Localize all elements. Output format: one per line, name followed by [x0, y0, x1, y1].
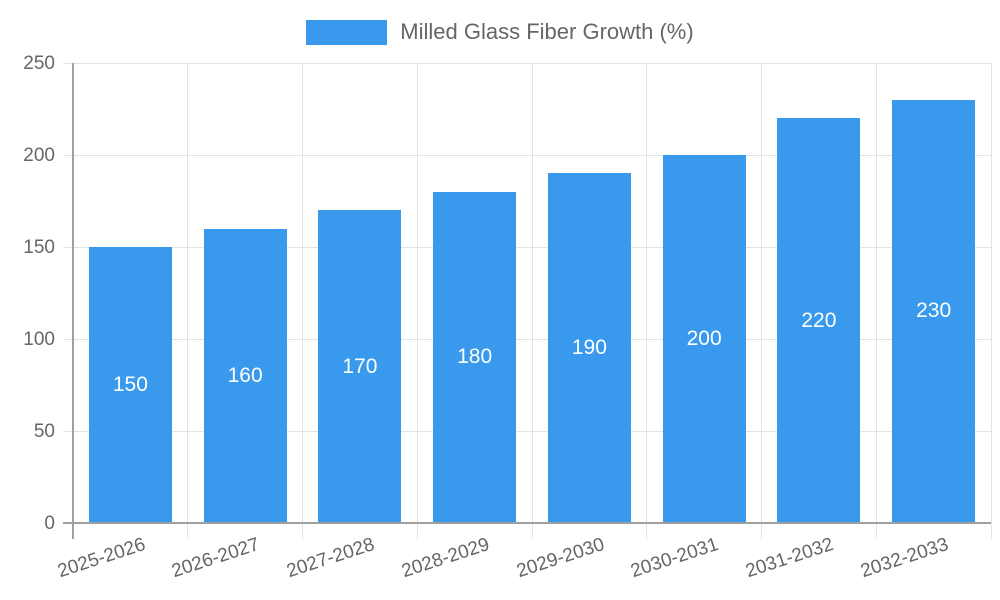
x-gridline: [531, 63, 533, 539]
legend-swatch: [306, 19, 388, 45]
y-gridline: [63, 430, 991, 432]
x-gridline: [990, 63, 992, 539]
bar[interactable]: [777, 118, 861, 523]
x-tick-label: 2028-2029: [398, 534, 492, 583]
bar[interactable]: [662, 155, 746, 523]
y-gridline: [63, 154, 991, 156]
bar[interactable]: [203, 228, 287, 523]
legend-label: Milled Glass Fiber Growth (%): [400, 19, 694, 44]
y-tick-label: 100: [23, 328, 55, 350]
bar[interactable]: [892, 99, 976, 523]
x-gridline: [187, 63, 189, 539]
x-tick-label: 2032-2033: [857, 534, 951, 583]
y-tick-label: 250: [23, 52, 55, 74]
y-gridline: [63, 62, 991, 64]
y-tick-label: 150: [23, 236, 55, 258]
y-tick-label: 50: [33, 420, 55, 442]
y-gridline: [63, 338, 991, 340]
x-axis-line-overlay: [63, 522, 991, 524]
bar[interactable]: [88, 247, 172, 523]
y-tick-label: 200: [23, 144, 55, 166]
x-tick-label: 2029-2030: [513, 534, 607, 583]
x-gridline: [416, 63, 418, 539]
x-gridline: [302, 63, 303, 539]
bar[interactable]: [433, 191, 517, 523]
x-gridline: [875, 63, 877, 539]
legend[interactable]: Milled Glass Fiber Growth (%): [0, 19, 1000, 45]
y-tick-label: 0: [44, 512, 55, 534]
x-gridline: [646, 63, 648, 539]
x-tick-label: 2026-2027: [169, 534, 263, 583]
x-gridline: [761, 63, 762, 539]
x-tick-label: 2027-2028: [284, 534, 378, 583]
bar[interactable]: [318, 210, 402, 523]
x-tick-label: 2030-2031: [628, 534, 722, 583]
y-gridline: [63, 246, 991, 248]
x-tick-label: 2025-2026: [54, 534, 148, 583]
bar[interactable]: [547, 173, 631, 523]
y-axis-line: [72, 63, 74, 539]
x-tick-label: 2031-2032: [743, 534, 837, 583]
